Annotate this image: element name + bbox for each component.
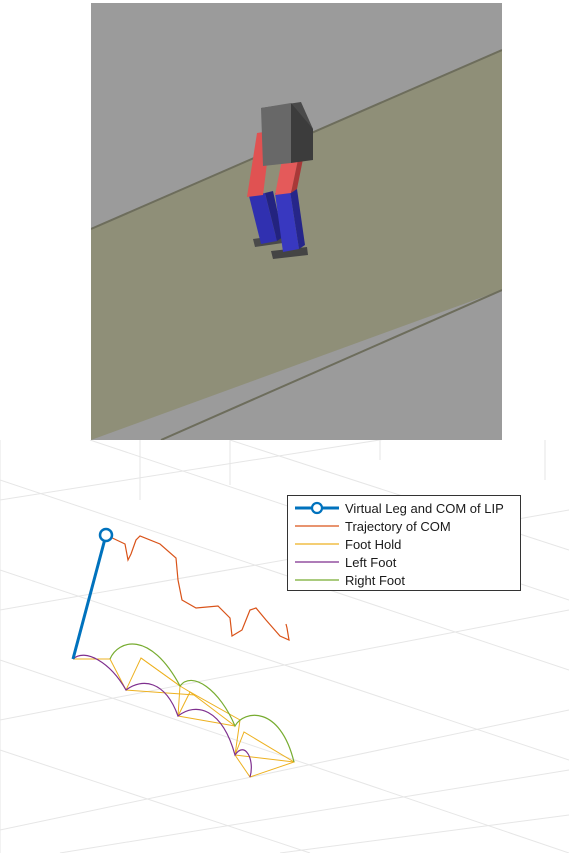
legend-swatch-right-foot (295, 579, 339, 581)
foot-hold-lines (73, 657, 296, 778)
trajectory-plot: Virtual Leg and COM of LIP Trajectory of… (0, 440, 569, 853)
left-shank-side (265, 191, 283, 241)
com-trajectory-line (105, 534, 290, 642)
left-foot-line (72, 654, 252, 778)
legend-label: Virtual Leg and COM of LIP (345, 500, 504, 516)
simulation-scene (91, 3, 502, 440)
torso-front (261, 103, 291, 166)
legend-swatch-virtual-leg (295, 501, 339, 515)
legend-swatch-foot-hold (295, 543, 339, 545)
legend-label: Trajectory of COM (345, 518, 451, 534)
virtual-leg-line (71, 534, 108, 660)
plot-legend: Virtual Leg and COM of LIP Trajectory of… (287, 495, 521, 591)
right-foot (271, 247, 308, 259)
robot-simulation-view (91, 3, 502, 440)
left-shank (249, 193, 277, 244)
torso-side (291, 103, 313, 163)
legend-item-com-trajectory: Trajectory of COM (288, 517, 520, 535)
legend-item-virtual-leg: Virtual Leg and COM of LIP (288, 499, 520, 517)
legend-label: Left Foot (345, 554, 397, 570)
legend-item-left-foot: Left Foot (288, 553, 520, 571)
walkway-edge-bottom (160, 289, 502, 440)
biped-robot (247, 102, 313, 259)
legend-swatch-left-foot (295, 561, 339, 563)
com-marker (98, 527, 114, 543)
legend-label: Foot Hold (345, 536, 402, 552)
legend-swatch-com-trajectory (295, 525, 339, 527)
right-foot-line (109, 643, 295, 763)
right-shank-side (290, 189, 305, 249)
legend-label: Right Foot (345, 572, 405, 588)
legend-item-foot-hold: Foot Hold (288, 535, 520, 553)
legend-item-right-foot: Right Foot (288, 571, 520, 589)
right-shank (275, 191, 299, 252)
